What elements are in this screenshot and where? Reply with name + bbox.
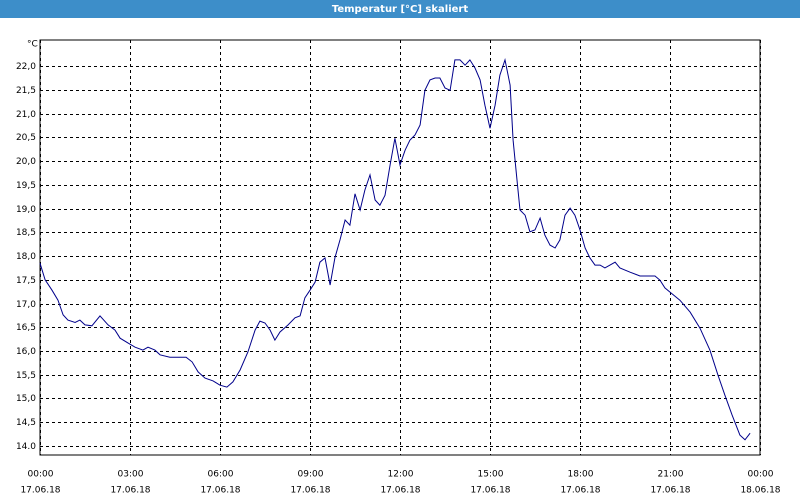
plot-frame	[39, 39, 761, 456]
data-line	[39, 57, 751, 441]
x-tick-label: 21:00	[658, 470, 684, 480]
y-tick-label: 18,0	[16, 252, 36, 262]
chart-title: Temperatur [°C] skaliert	[332, 4, 469, 15]
x-tick-label: 15:00	[478, 470, 504, 480]
y-tick-label: 17,0	[16, 300, 36, 310]
x-tick-date: 17.06.18	[380, 486, 420, 496]
x-tick-label: 00:00	[748, 470, 774, 480]
x-tick-date: 18.06.18	[740, 486, 780, 496]
x-tick-label: 12:00	[388, 470, 414, 480]
x-tick-label: 06:00	[208, 470, 234, 480]
y-tick-label: 14,5	[16, 418, 36, 428]
x-tick-date: 17.06.18	[20, 486, 60, 496]
y-tick-label: 16,5	[16, 323, 36, 333]
x-tick-date: 17.06.18	[290, 486, 330, 496]
y-tick-label: 15,0	[16, 394, 36, 404]
x-tick-label: 00:00	[28, 470, 54, 480]
x-tick-date: 17.06.18	[200, 486, 240, 496]
y-tick-label: 21,0	[16, 110, 36, 120]
x-tick-label: 03:00	[118, 470, 144, 480]
y-tick-label: 17,5	[16, 276, 36, 286]
x-tick-label: 09:00	[298, 470, 324, 480]
y-tick-label: 22,0	[16, 62, 36, 72]
x-tick-date: 17.06.18	[560, 486, 600, 496]
y-tick-label: 14.0	[16, 442, 36, 452]
y-tick-label: 19,0	[16, 205, 36, 215]
y-tick-label: 16,0	[16, 347, 36, 357]
x-tick-label: 18:00	[568, 470, 594, 480]
title-bar	[0, 0, 800, 18]
y-axis-label: °C	[27, 40, 38, 50]
x-tick-date: 17.06.18	[470, 486, 510, 496]
y-tick-label: 20,5	[16, 133, 36, 143]
x-tick-date: 17.06.18	[110, 486, 150, 496]
y-tick-label: 19,5	[16, 181, 36, 191]
x-tick-date: 17.06.18	[650, 486, 690, 496]
y-tick-label: 21,5	[16, 86, 36, 96]
y-tick-label: 18,5	[16, 228, 36, 238]
y-tick-label: 15,5	[16, 371, 36, 381]
y-tick-label: 20,0	[16, 157, 36, 167]
